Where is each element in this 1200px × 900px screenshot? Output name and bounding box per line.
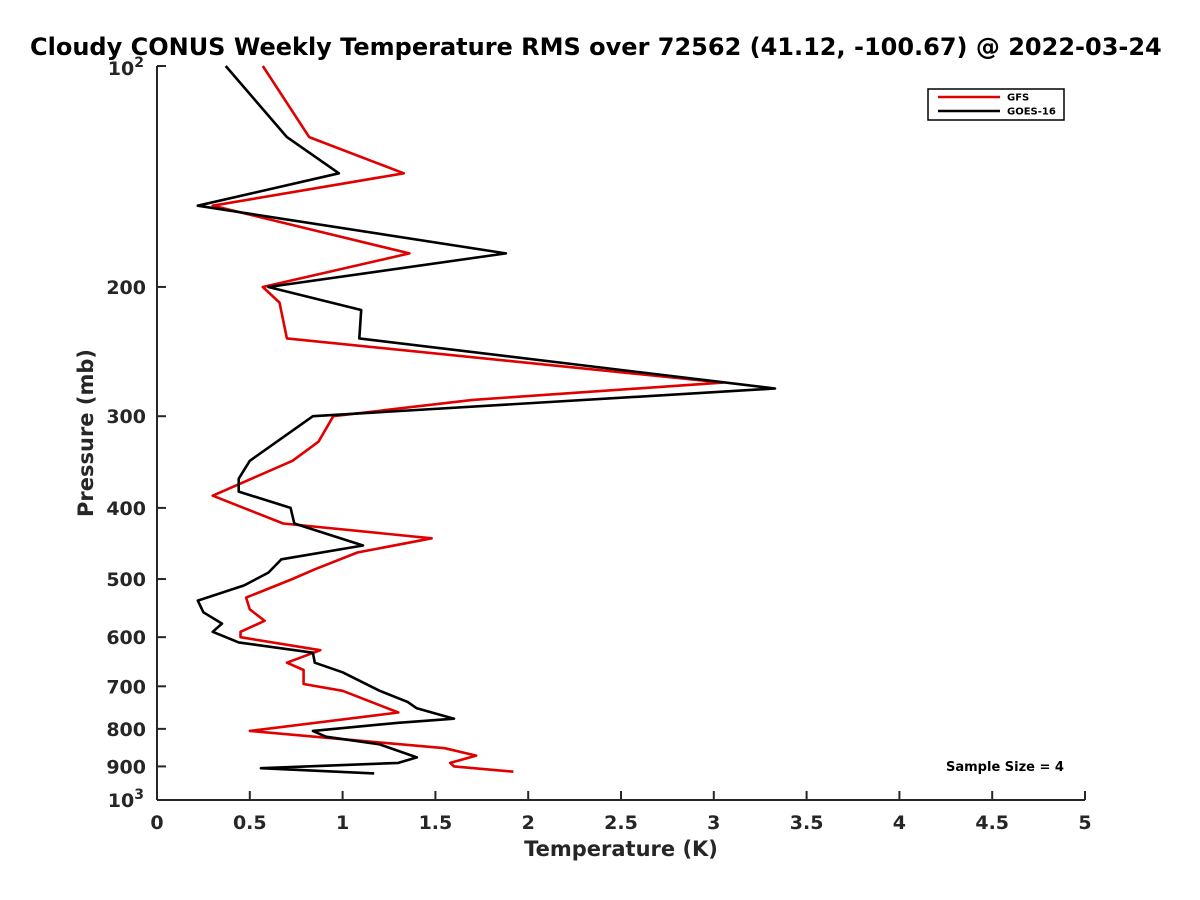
series-lines bbox=[196, 65, 777, 775]
x-tick-label: 2.5 bbox=[604, 812, 638, 834]
x-tick-label: 0.5 bbox=[233, 812, 267, 834]
y-tick-label: 700 bbox=[106, 676, 146, 698]
x-tick-label: 3 bbox=[707, 812, 720, 834]
x-tick-label: 2 bbox=[522, 812, 535, 834]
x-tick-label: 5 bbox=[1078, 812, 1091, 834]
y-tick-label: 103 bbox=[108, 787, 144, 812]
x-axis-label: Temperature (K) bbox=[524, 837, 718, 861]
x-tick-label: 4.5 bbox=[975, 812, 1009, 834]
legend-label: GOES-16 bbox=[1007, 107, 1056, 118]
legend: GFS GOES-16 bbox=[927, 88, 1065, 121]
legend-box bbox=[927, 88, 1065, 121]
legend-label: GFS bbox=[1007, 93, 1029, 104]
series-line-gfs bbox=[211, 65, 725, 773]
series-line-goes-16 bbox=[196, 65, 777, 775]
x-tick-label: 0 bbox=[150, 812, 163, 834]
x-tick-label: 1 bbox=[336, 812, 349, 834]
x-tick-label: 1.5 bbox=[419, 812, 453, 834]
y-tick-label: 102 bbox=[108, 55, 144, 80]
y-tick-label: 600 bbox=[106, 627, 146, 649]
y-tick-label: 200 bbox=[106, 277, 146, 299]
x-axis-ticks: 0 0.5 1 1.5 2 2.5 3 3.5 4 4.5 5 bbox=[150, 791, 1092, 834]
sample-size-annotation: Sample Size = 4 bbox=[946, 760, 1064, 775]
y-tick-label: 500 bbox=[106, 569, 146, 591]
y-tick-label: 400 bbox=[106, 498, 146, 520]
y-axis-label: Pressure (mb) bbox=[74, 349, 98, 517]
x-tick-label: 4 bbox=[893, 812, 906, 834]
y-tick-label: 900 bbox=[106, 756, 146, 778]
y-tick-label: 800 bbox=[106, 719, 146, 741]
y-tick-label: 300 bbox=[106, 406, 146, 428]
chart-title: Cloudy CONUS Weekly Temperature RMS over… bbox=[30, 33, 1162, 61]
x-tick-label: 3.5 bbox=[790, 812, 824, 834]
y-axis-ticks: 102 200 300 400 500 600 700 800 900 103 bbox=[106, 55, 166, 812]
